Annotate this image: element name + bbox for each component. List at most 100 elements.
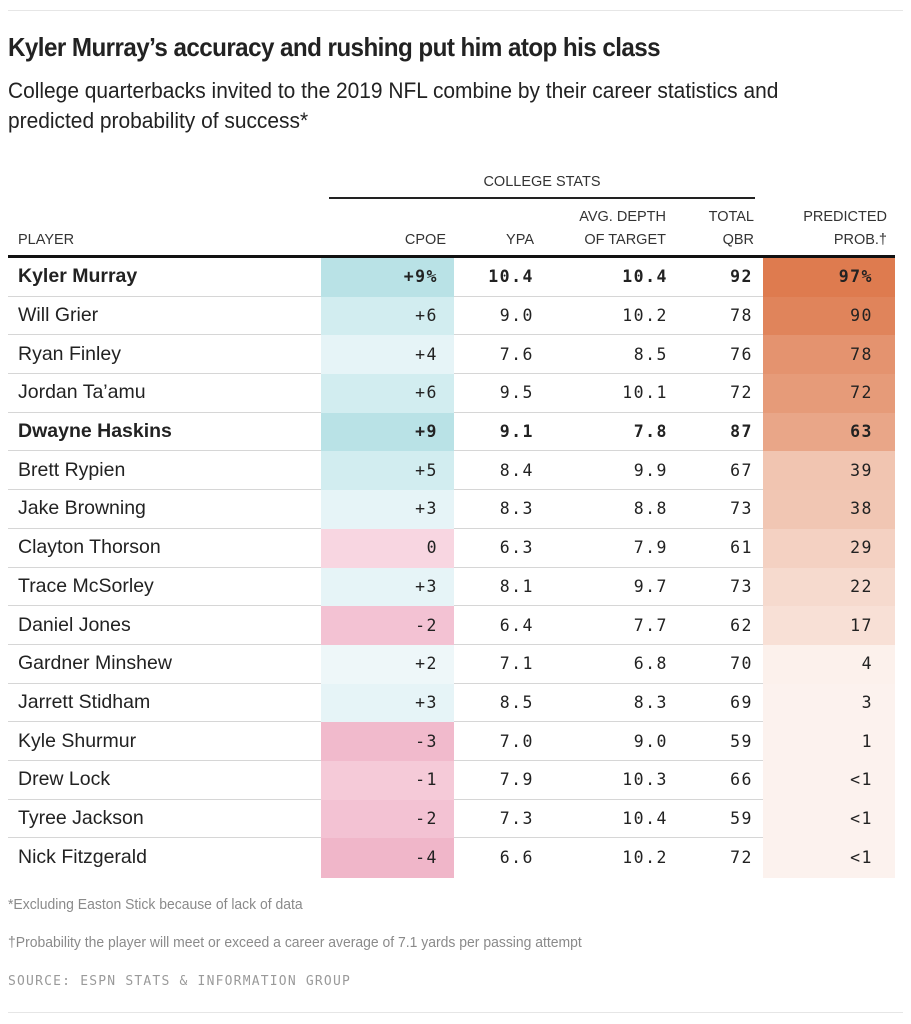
cpoe-shade [321, 528, 454, 568]
prob-shade [763, 567, 895, 607]
cpoe-value: -2 [415, 808, 438, 828]
cpoe-shade [321, 296, 454, 336]
prob-value: 17 [850, 615, 873, 635]
depth-value: 10.4 [622, 808, 668, 828]
header-depth-line1: AVG. DEPTH [579, 209, 666, 225]
table-row: Drew Lock -1 7.9 10.3 66 <1 [8, 760, 895, 800]
prob-shade [763, 838, 895, 878]
depth-value: 10.2 [622, 848, 668, 868]
ypa-value: 10.4 [488, 267, 534, 287]
depth-value: 7.7 [633, 615, 668, 635]
player-name: Dwayne Haskins [18, 420, 172, 443]
player-name: Kyle Shurmur [18, 729, 137, 752]
cpoe-shade [321, 335, 454, 375]
qbr-value: 70 [730, 654, 753, 674]
prob-shade [763, 606, 895, 645]
table-row: Kyle Shurmur -3 7.0 9.0 59 1 [8, 722, 895, 761]
prob-shade [763, 374, 895, 413]
header-rule [8, 255, 895, 258]
ypa-value: 7.6 [499, 344, 534, 364]
cpoe-value: +6 [415, 383, 438, 403]
prob-value: 90 [850, 306, 873, 326]
player-name: Jordan Ta’amu [18, 381, 146, 404]
depth-value: 8.3 [633, 692, 668, 712]
ypa-value: 6.3 [499, 538, 534, 558]
ypa-value: 6.4 [499, 615, 534, 635]
qbr-value: 92 [730, 267, 753, 287]
prob-value: 4 [861, 654, 873, 674]
footnote-probability: †Probability the player will meet or exc… [8, 934, 582, 951]
prob-value: 78 [850, 344, 873, 364]
prob-shade [763, 722, 895, 761]
prob-shade [763, 296, 895, 336]
table-row: Will Grier +6 9.0 10.2 78 90 [8, 296, 895, 336]
cpoe-shade [321, 374, 454, 413]
qbr-value: 66 [730, 770, 753, 790]
prob-shade [763, 528, 895, 568]
table-row: Tyree Jackson -2 7.3 10.4 59 <1 [8, 799, 895, 839]
cpoe-value: -1 [415, 770, 438, 790]
cpoe-value: +3 [415, 576, 438, 596]
prob-value: 1 [861, 731, 873, 751]
cpoe-value: -2 [415, 615, 438, 635]
qbr-value: 78 [730, 306, 753, 326]
table-row: Trace McSorley +3 8.1 9.7 73 22 [8, 567, 895, 607]
footnote-excluding: *Excluding Easton Stick because of lack … [8, 896, 303, 913]
chart-title: Kyler Murray’s accuracy and rushing put … [8, 32, 661, 62]
player-name: Brett Rypien [18, 458, 126, 481]
player-name: Will Grier [18, 304, 99, 327]
ypa-value: 7.3 [499, 808, 534, 828]
cpoe-value: +9% [403, 267, 438, 287]
chart-subtitle: College quarterbacks invited to the 2019… [8, 78, 779, 133]
qbr-value: 73 [730, 499, 753, 519]
cpoe-shade [321, 451, 454, 491]
cpoe-value: +5 [415, 460, 438, 480]
cpoe-shade [321, 799, 454, 839]
qbr-value: 59 [730, 808, 753, 828]
cpoe-shade [321, 683, 454, 723]
prob-shade [763, 412, 895, 452]
cpoe-value: -4 [415, 848, 438, 868]
prob-shade [763, 258, 895, 297]
cpoe-shade [321, 760, 454, 800]
cpoe-shade [321, 722, 454, 761]
depth-value: 8.8 [633, 499, 668, 519]
header-player: PLAYER [18, 232, 75, 248]
header-cpoe: CPOE [404, 232, 446, 248]
table-row: Kyler Murray +9% 10.4 10.4 92 97% [8, 258, 895, 297]
player-name: Daniel Jones [18, 613, 131, 636]
prob-shade [763, 760, 895, 800]
ypa-value: 9.5 [499, 383, 534, 403]
ypa-value: 8.4 [499, 460, 534, 480]
header-qbr-line2: QBR [722, 232, 754, 248]
cpoe-value: +6 [415, 306, 438, 326]
cpoe-shade [321, 490, 454, 529]
bottom-divider [8, 1012, 903, 1013]
prob-shade [763, 335, 895, 375]
qbr-value: 72 [730, 848, 753, 868]
player-name: Ryan Finley [18, 342, 121, 365]
ypa-value: 9.1 [499, 422, 534, 442]
prob-value: 63 [850, 422, 873, 442]
player-name: Clayton Thorson [18, 536, 161, 559]
header-depth: AVG. DEPTH OF TARGET [540, 206, 666, 252]
table-row: Ryan Finley +4 7.6 8.5 76 78 [8, 335, 895, 375]
prob-value: 3 [861, 692, 873, 712]
depth-value: 10.2 [622, 306, 668, 326]
qbr-value: 62 [730, 615, 753, 635]
ypa-value: 9.0 [499, 306, 534, 326]
qbr-value: 67 [730, 460, 753, 480]
player-name: Nick Fitzgerald [18, 846, 147, 869]
prob-shade [763, 451, 895, 491]
player-name: Kyler Murray [18, 265, 138, 288]
player-name: Jake Browning [18, 497, 146, 520]
player-name: Drew Lock [18, 768, 111, 791]
header-qbr: TOTAL QBR [680, 206, 754, 252]
depth-value: 10.1 [622, 383, 668, 403]
qbr-value: 76 [730, 344, 753, 364]
player-name: Tyree Jackson [18, 806, 144, 829]
prob-value: <1 [850, 808, 873, 828]
depth-value: 9.7 [633, 576, 668, 596]
ypa-value: 6.6 [499, 848, 534, 868]
player-name: Trace McSorley [18, 574, 154, 597]
